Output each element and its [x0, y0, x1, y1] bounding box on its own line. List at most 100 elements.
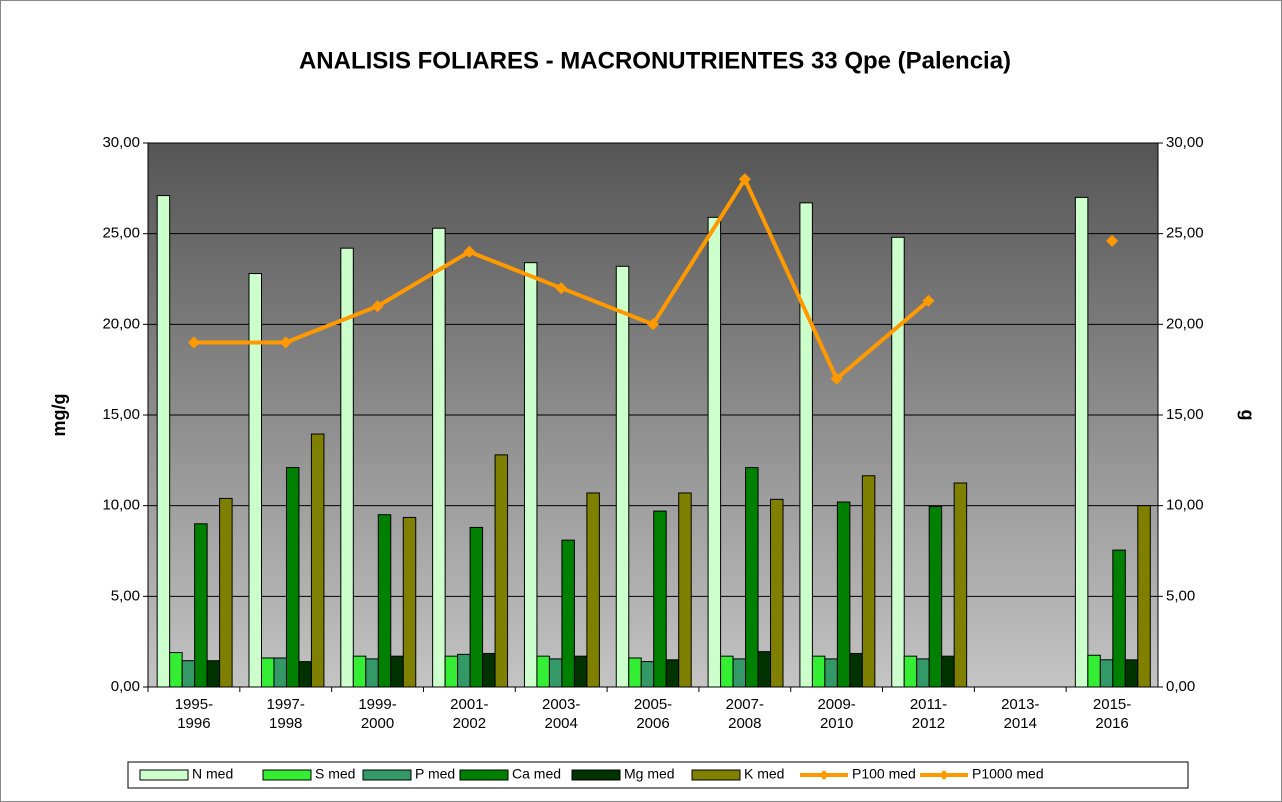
bar [916, 658, 930, 688]
legend-label: Mg med [624, 766, 675, 782]
bar [1087, 654, 1101, 688]
marker [555, 282, 568, 295]
marker [830, 372, 843, 385]
x-tick-label: 2001-2002 [450, 696, 488, 732]
legend-label: S med [315, 766, 355, 782]
bar [1124, 659, 1139, 688]
y-tick-label: 20,00 [102, 315, 140, 332]
y2-tick-label: 20,00 [1166, 315, 1204, 332]
x-tick-label: 1999-2000 [358, 696, 396, 732]
marker [279, 336, 292, 349]
bar [469, 526, 484, 688]
bar [1112, 549, 1126, 688]
bar [365, 658, 379, 688]
bar [340, 247, 354, 688]
y-tick-label: 0,00 [111, 678, 140, 695]
bar [390, 655, 404, 688]
y-tick-label: 30,00 [102, 134, 140, 151]
bar [169, 652, 183, 688]
y2-axis-title: g [1237, 410, 1257, 421]
y2-tick-label: 5,00 [1166, 587, 1195, 604]
bar [1074, 196, 1089, 688]
legend-swatch [691, 769, 741, 781]
bar [402, 516, 417, 688]
bar [628, 657, 642, 688]
bar [653, 510, 667, 688]
bar [194, 523, 208, 688]
bar [444, 655, 459, 688]
bar [548, 658, 563, 688]
x-tick-label: 2011-2012 [910, 696, 947, 732]
legend-label: N med [192, 766, 233, 782]
bar [573, 655, 588, 688]
y-tick-label: 25,00 [102, 225, 140, 242]
legend-swatch [362, 769, 412, 781]
marker [463, 245, 476, 258]
bar [260, 657, 275, 688]
y-tick-label: 15,00 [102, 406, 140, 423]
x-tick-label: 2013-2014 [1001, 696, 1039, 732]
bar [248, 273, 262, 688]
bar [678, 492, 692, 688]
bar [494, 454, 509, 688]
marker [922, 294, 935, 307]
bar [799, 202, 813, 688]
y2-tick-label: 15,00 [1166, 406, 1204, 423]
bar [849, 652, 863, 688]
bar [352, 655, 367, 688]
y2-tick-label: 10,00 [1166, 497, 1204, 514]
legend-swatch [459, 769, 509, 781]
marker [1106, 234, 1119, 247]
y-tick-label: 5,00 [111, 587, 140, 604]
bar [615, 265, 630, 688]
y2-tick-label: 25,00 [1166, 225, 1204, 242]
bar [310, 433, 325, 688]
bar [482, 652, 496, 688]
x-tick-label: 2015-2016 [1093, 696, 1131, 732]
chart-title: ANALISIS FOLIARES - MACRONUTRIENTES 33 Q… [299, 47, 1011, 74]
marker [738, 173, 751, 186]
bar [181, 660, 196, 688]
bar [891, 236, 905, 688]
bar [586, 492, 600, 688]
x-tick-label: 1995-1996 [175, 696, 213, 732]
bar [523, 262, 538, 688]
legend-label: K med [744, 766, 784, 782]
bar [757, 651, 772, 688]
bar [941, 655, 955, 688]
legend-swatch [262, 769, 312, 781]
bar [707, 216, 722, 688]
bar [928, 506, 943, 688]
bar [457, 653, 471, 688]
legend-swatch [139, 769, 189, 781]
bar [156, 195, 171, 688]
bar [377, 514, 392, 688]
bar [824, 658, 838, 688]
legend-swatch [939, 770, 949, 780]
bar [720, 655, 734, 688]
bar [903, 655, 918, 688]
x-tick-label: 2007-2008 [726, 696, 764, 732]
marker [187, 336, 200, 349]
bar [536, 655, 550, 688]
bar [561, 539, 575, 688]
x-tick-label: 1997-1998 [267, 696, 305, 732]
x-tick-label: 2005-2006 [634, 696, 672, 732]
bar [861, 475, 876, 688]
bar [1137, 505, 1151, 688]
bar [285, 467, 300, 688]
legend-swatch [819, 770, 829, 780]
bar [206, 660, 221, 688]
bar [953, 482, 968, 688]
bar [432, 227, 446, 688]
marker [371, 300, 384, 313]
y-tick-label: 10,00 [102, 497, 140, 514]
bar [770, 498, 784, 688]
legend-label: P med [415, 766, 455, 782]
bar [298, 661, 312, 688]
bar [745, 467, 759, 688]
bar [836, 501, 851, 688]
y2-tick-label: 0,00 [1166, 678, 1195, 695]
bar [1099, 659, 1114, 688]
